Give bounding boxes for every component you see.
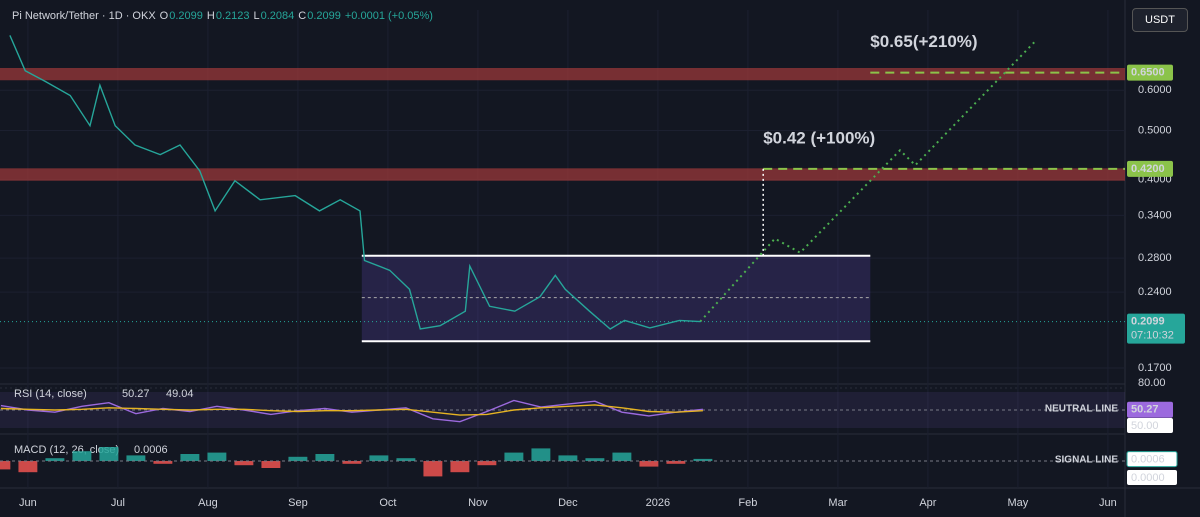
x-tick-label: Oct [379,497,396,509]
macd-bar [369,455,389,461]
macd-bar [234,461,254,466]
price-tag [1127,470,1177,485]
countdown: 07:10:32 [1131,329,1174,341]
ohlc: O 0.2099 [160,10,203,22]
ohlc: L 0.2084 [253,10,294,22]
x-tick-label: Aug [198,497,218,509]
price-line [9,35,701,330]
resistance-zone [0,67,1125,81]
y-tick-label: 0.3400 [1138,209,1172,221]
macd-bar [450,461,470,473]
macd-bar [180,454,200,461]
indicator-value: 49.04 [166,388,194,400]
macd-bar [342,461,362,464]
price-tag-label: 0.4200 [1131,163,1165,175]
x-tick-label: Jun [1099,497,1117,509]
macd-bar [99,447,119,461]
ohlc-value: 0.2084 [260,10,295,22]
x-tick-label: Apr [919,497,936,509]
x-tick-label: 2026 [646,497,670,509]
y-tick-label: 0.6000 [1138,84,1172,96]
target-annotation: $0.65(+210%) [870,32,977,51]
macd-bar [153,461,173,464]
macd-bar [126,455,146,461]
x-tick-label: Mar [828,497,847,509]
ohlc: H 0.2123 [207,10,250,22]
ohlc-label: L [253,10,260,22]
macd-bar [261,461,281,468]
price-tag-label: 0.2099 [1131,315,1165,327]
header: Pi Network/Tether · 1D · OKX O 0.2099 H 0.… [12,10,433,22]
y-tick-label: 0.1700 [1138,362,1172,374]
macd-bar [0,461,11,470]
price-tag [1127,313,1185,344]
change: +0.0001 (+0.05%) [344,10,433,22]
macd-bar [504,452,524,461]
signal-line-label: SIGNAL LINE [1055,455,1118,466]
y-tick-label: 0.2400 [1138,286,1172,298]
target-annotation: $0.42 (+100%) [763,128,875,147]
macd-bar [612,452,632,461]
x-tick-label: Dec [558,497,578,509]
x-tick-label: Jun [19,497,37,509]
macd-bar [639,461,659,467]
macd-bar [396,458,416,461]
ohlc-label: O [159,10,169,22]
rsi-line [0,399,703,423]
x-tick-label: Nov [468,497,488,509]
pane-title: RSI (14, close) [14,388,87,400]
indicator-value: 50.27 [122,388,150,400]
macd-bar [423,461,443,477]
ohlc-value: 0.2099 [307,10,341,22]
macd-bar [477,461,497,466]
y-tick-label: 80.00 [1138,377,1166,389]
macd-bar [558,455,578,461]
macd-bar [45,458,65,461]
price-tag [1126,451,1178,468]
ohlc-label: C [298,10,307,22]
macd-bar [288,456,308,461]
x-tick-label: Jul [111,497,125,509]
macd-bar [666,461,686,464]
macd-bar [531,448,551,461]
price-tag-label: 50.00 [1131,420,1159,432]
macd-bar [72,451,92,461]
price-tag [1127,64,1173,81]
ohlc-label: H [206,10,215,22]
ohlc-value: 0.2123 [215,10,250,22]
price-tag-label: 0.6500 [1131,67,1165,79]
price-tag [1127,418,1173,433]
neutral-line-label: NEUTRAL LINE [1045,404,1118,415]
ohlc: C 0.2099 [298,10,341,22]
resistance-zone [0,168,1125,181]
ohlc-value: 0.2099 [169,10,203,22]
rsi-line [0,404,703,416]
pane-title: MACD (12, 26, close) [14,444,119,456]
y-tick-label: 0.2800 [1138,252,1172,264]
x-tick-label: Sep [288,497,308,509]
y-tick-label: 0.5000 [1138,124,1172,136]
x-tick-label: Feb [738,497,757,509]
symbol: Pi Network/Tether · 1D · OKX [12,10,156,22]
price-tag-label: 50.27 [1131,404,1159,416]
macd-bar [693,458,713,461]
price-tag [1127,401,1173,418]
indicator-value: 0.0006 [134,444,168,456]
macd-bar [585,458,605,461]
range-box [361,255,871,342]
x-tick-label: May [1008,497,1029,509]
currency-button[interactable]: USDT [1132,8,1188,32]
macd-bar [315,454,335,461]
price-tag-label: 0.0000 [1131,472,1165,484]
macd-bar [207,452,227,461]
price-tag-label: 0.0006 [1131,453,1165,465]
price-tag [1127,160,1173,177]
macd-bar [18,461,38,473]
